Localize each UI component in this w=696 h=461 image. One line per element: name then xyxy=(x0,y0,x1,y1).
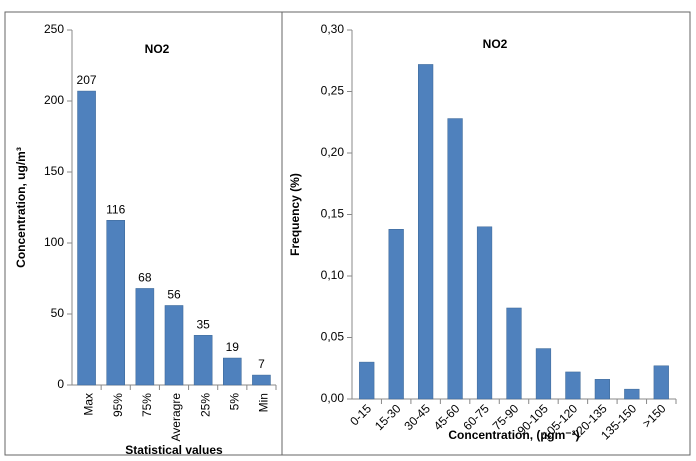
y-tick-label: 0,10 xyxy=(321,268,345,282)
x-tick-label: 15-30 xyxy=(372,401,404,433)
bar xyxy=(193,335,213,386)
bar xyxy=(476,226,493,400)
x-tick-label: 30-45 xyxy=(401,401,433,433)
bar xyxy=(594,379,610,400)
bar xyxy=(447,118,463,400)
x-tick-label: Max xyxy=(82,393,96,416)
y-tick-label: 0,15 xyxy=(321,207,345,221)
y-tick-label: 0,05 xyxy=(321,330,345,344)
y-tick-label: 100 xyxy=(44,235,64,249)
bar xyxy=(164,305,184,386)
data-label: 56 xyxy=(167,288,181,302)
bar xyxy=(653,365,669,400)
y-tick-label: 50 xyxy=(51,306,65,320)
chart-title: NO2 xyxy=(483,37,508,51)
bar xyxy=(77,90,96,386)
left-panel xyxy=(4,11,283,456)
bar xyxy=(106,220,125,386)
bar xyxy=(535,348,552,400)
data-label: 7 xyxy=(258,357,265,371)
data-label: 35 xyxy=(196,317,210,331)
x-tick-label: 95% xyxy=(111,393,125,417)
bar xyxy=(223,357,242,386)
y-tick-label: 0 xyxy=(57,377,64,391)
x-tick-label: 0-15 xyxy=(347,401,374,428)
bar xyxy=(135,288,155,386)
bar xyxy=(565,371,581,400)
x-tick-label: 25% xyxy=(198,393,212,417)
y-axis-label: Frequency (%) xyxy=(288,173,302,256)
chart-title: NO2 xyxy=(145,42,170,56)
bar xyxy=(418,64,434,400)
x-axis-label: Statistical values xyxy=(125,443,223,457)
data-label: 116 xyxy=(106,202,125,216)
x-tick-label: 5% xyxy=(227,393,241,411)
y-tick-label: 250 xyxy=(44,22,64,36)
y-tick-label: 0,20 xyxy=(321,145,345,159)
y-tick-label: 0,00 xyxy=(321,391,345,405)
y-tick-label: 0,25 xyxy=(321,84,345,98)
y-tick-label: 0,30 xyxy=(321,22,345,36)
x-tick-label: Averagre xyxy=(169,393,183,442)
x-tick-label: 75% xyxy=(140,393,154,417)
bar xyxy=(388,229,404,400)
bar xyxy=(506,307,522,400)
right-panel xyxy=(281,11,691,456)
y-tick-label: 150 xyxy=(44,164,64,178)
bar xyxy=(624,388,640,400)
data-label: 207 xyxy=(77,73,97,87)
x-tick-label: Min xyxy=(257,393,271,412)
x-axis-label: Concentration, (µgm⁻³) xyxy=(448,428,579,442)
data-label: 19 xyxy=(226,340,240,354)
data-label: 68 xyxy=(138,271,152,285)
y-tick-label: 200 xyxy=(44,93,64,107)
bar xyxy=(359,361,375,400)
x-tick-label: >150 xyxy=(640,401,669,430)
bar xyxy=(252,374,271,386)
y-axis-label: Concentration, ug/m³ xyxy=(14,147,28,268)
